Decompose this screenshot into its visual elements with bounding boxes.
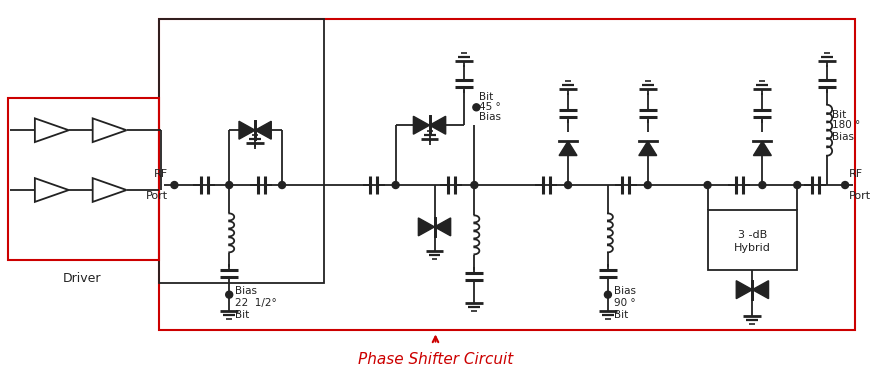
Circle shape (225, 182, 232, 189)
Polygon shape (239, 121, 255, 139)
Text: Bias: Bias (235, 286, 257, 296)
Text: 3 -dB: 3 -dB (738, 230, 767, 240)
Text: Driver: Driver (62, 272, 101, 285)
Circle shape (794, 182, 801, 189)
Circle shape (279, 182, 286, 189)
Polygon shape (434, 218, 451, 236)
Text: Phase Shifter Circuit: Phase Shifter Circuit (357, 352, 513, 367)
Circle shape (759, 182, 766, 189)
Circle shape (605, 291, 612, 298)
Circle shape (392, 182, 399, 189)
Text: Bias: Bias (614, 286, 636, 296)
Circle shape (225, 291, 232, 298)
Text: Hybrid: Hybrid (734, 243, 771, 253)
Text: Bias: Bias (832, 132, 854, 142)
Bar (159, 19, 324, 283)
Circle shape (473, 104, 480, 111)
Text: 22  1/2°: 22 1/2° (235, 298, 277, 308)
Polygon shape (255, 121, 271, 139)
Text: Bit: Bit (614, 310, 628, 320)
Circle shape (565, 182, 572, 189)
Bar (159, 19, 855, 329)
Polygon shape (639, 141, 656, 156)
Polygon shape (419, 218, 434, 236)
Polygon shape (753, 281, 768, 299)
Text: Bit: Bit (479, 92, 494, 102)
Text: Bias: Bias (479, 112, 502, 122)
Text: RF: RF (849, 169, 864, 179)
Text: Bit: Bit (235, 310, 249, 320)
Polygon shape (429, 116, 446, 134)
Polygon shape (559, 141, 577, 156)
Circle shape (842, 182, 849, 189)
Text: Bit: Bit (832, 110, 846, 120)
Text: 90 °: 90 ° (614, 298, 635, 308)
Circle shape (171, 182, 178, 189)
Polygon shape (736, 281, 753, 299)
Text: RF: RF (155, 169, 169, 179)
Bar (708, 210, 797, 270)
Text: 180 °: 180 ° (832, 120, 860, 130)
Bar (8, 98, 159, 260)
Circle shape (471, 182, 478, 189)
Text: 45 °: 45 ° (479, 102, 501, 112)
Polygon shape (753, 141, 772, 156)
Circle shape (704, 182, 711, 189)
Circle shape (644, 182, 651, 189)
Text: Port: Port (849, 191, 871, 201)
Polygon shape (413, 116, 429, 134)
Text: Port: Port (146, 191, 169, 201)
